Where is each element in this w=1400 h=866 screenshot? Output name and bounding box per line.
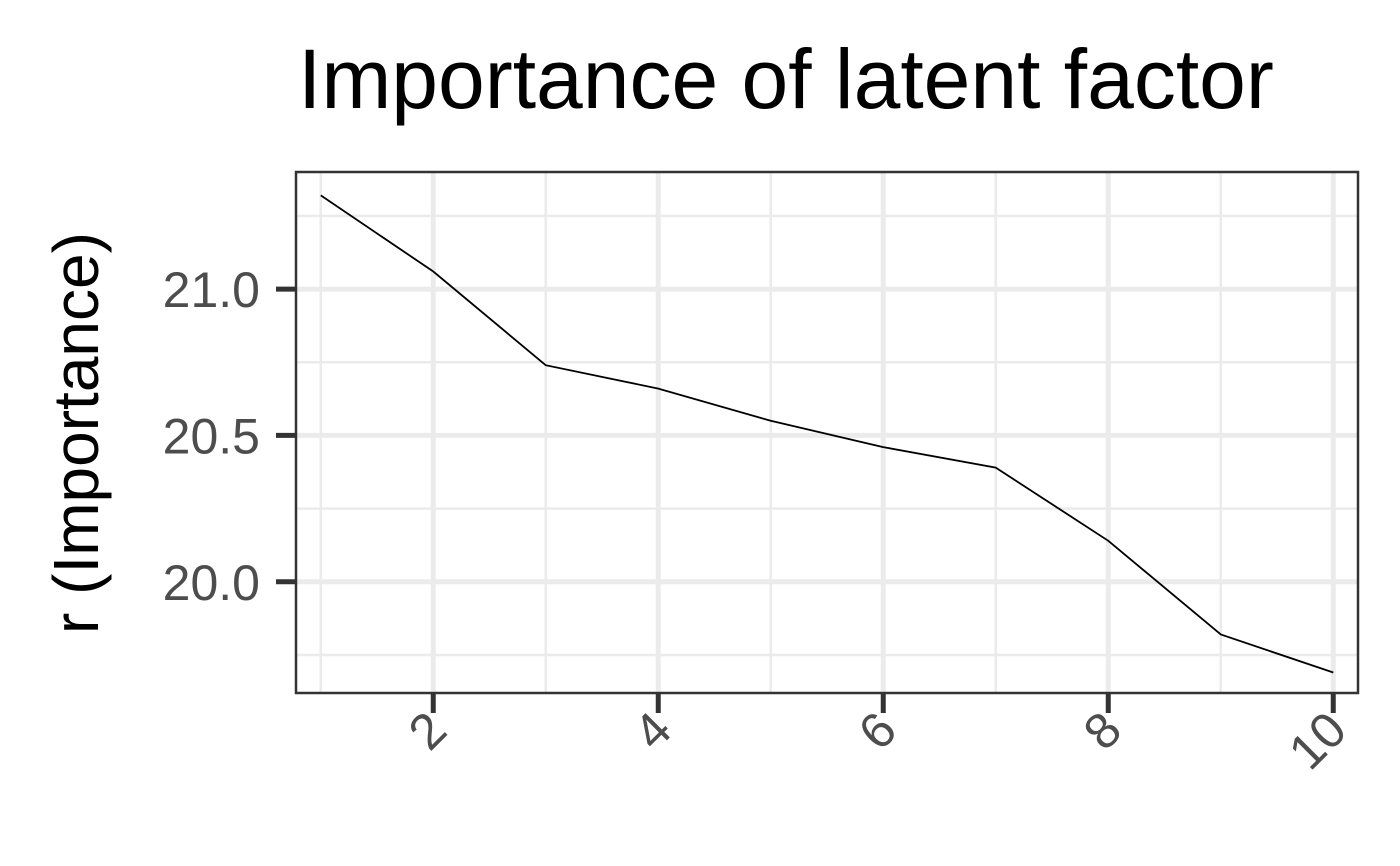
series-line	[320, 194, 1334, 674]
y-tick-label: 21.0	[163, 262, 260, 318]
panel-border	[294, 170, 1360, 695]
grid	[296, 172, 1358, 693]
series-layer	[320, 194, 1334, 674]
y-tick-label: 20.0	[163, 555, 260, 611]
y-tick-label: 20.5	[163, 408, 260, 464]
chart-title: Importance of latent factor	[298, 32, 1274, 126]
y-axis-label: r (Importance)	[40, 232, 112, 634]
